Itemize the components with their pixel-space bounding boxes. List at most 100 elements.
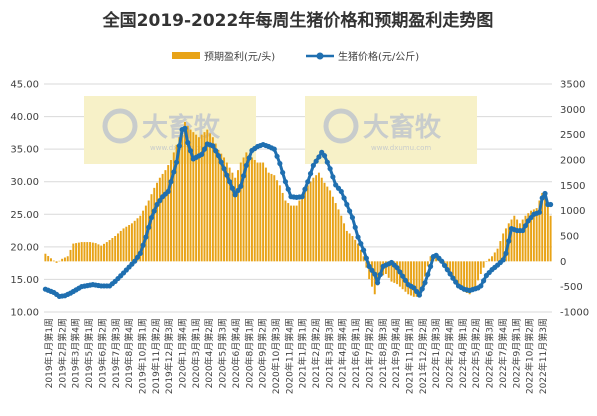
x-tick-label: 2019年10月第1周 — [137, 318, 149, 394]
price-point — [369, 267, 375, 273]
profit-bar — [329, 190, 332, 262]
price-point — [173, 159, 180, 165]
profit-bar — [116, 233, 119, 262]
profit-bar — [493, 252, 496, 262]
price-point — [374, 280, 381, 286]
price-point — [481, 278, 487, 284]
profit-bar — [387, 261, 390, 278]
price-point — [285, 186, 291, 192]
x-tick-label: 2022年9月第1周 — [510, 318, 522, 388]
profit-bar — [55, 261, 58, 263]
x-tick-label: 2020年11月第4周 — [283, 318, 295, 394]
profit-bar — [368, 261, 371, 280]
profit-bar — [301, 195, 304, 262]
price-point — [520, 227, 526, 234]
profit-bar — [239, 162, 242, 262]
y-right-tick-label: 0 — [560, 257, 566, 268]
profit-bar — [97, 244, 100, 262]
price-point — [444, 267, 450, 273]
price-point — [229, 185, 236, 191]
profit-bar — [287, 203, 290, 262]
profit-bar — [516, 219, 519, 262]
profit-bar — [111, 238, 114, 262]
profit-bar — [541, 192, 544, 262]
profit-bar — [242, 157, 245, 262]
price-point — [134, 254, 141, 260]
price-point — [246, 155, 252, 161]
profit-bar — [429, 256, 432, 262]
profit-bar — [415, 261, 418, 297]
watermark-logo-icon — [102, 108, 138, 144]
price-point — [215, 153, 222, 159]
profit-bar — [262, 162, 265, 262]
profit-bar — [189, 129, 192, 262]
profit-bar — [195, 134, 198, 262]
profit-bar — [499, 241, 502, 262]
price-point — [271, 146, 277, 152]
x-tick-label: 2021年1月第1周 — [297, 318, 309, 388]
profit-bar — [421, 261, 424, 287]
right-axis-ticks: -1000 -500 0 500 1000 1500 2000 2500 3000 3500 — [560, 80, 589, 319]
profit-bar — [94, 243, 97, 262]
price-point — [224, 172, 230, 178]
price-point — [146, 224, 152, 230]
profit-bar — [292, 205, 295, 262]
profit-bar — [161, 173, 164, 262]
profit-bar — [172, 152, 175, 262]
x-tick-label: 2021年4月第4周 — [337, 318, 349, 388]
profit-bar — [337, 209, 340, 262]
price-point — [500, 257, 506, 263]
price-point — [425, 271, 431, 278]
price-point — [450, 275, 456, 281]
profit-bar — [331, 196, 334, 262]
price-point — [282, 179, 289, 185]
price-point — [341, 195, 347, 201]
x-tick-label: 2022年11月第3周 — [537, 318, 549, 394]
y-left-tick-label: 25.00 — [10, 210, 39, 221]
y-right-tick-label: 2500 — [560, 130, 585, 141]
profit-bar — [217, 149, 220, 262]
profit-bar — [281, 192, 284, 262]
profit-bar — [181, 129, 184, 262]
profit-bar — [256, 162, 259, 262]
profit-bar — [485, 261, 488, 262]
legend-label-profit: 预期盈利(元/头) — [204, 51, 275, 63]
profit-bar — [410, 261, 413, 296]
profit-bar — [340, 215, 343, 262]
y-right-tick-label: 500 — [560, 232, 579, 243]
price-point — [414, 288, 420, 295]
profit-bar — [530, 210, 533, 262]
price-point — [441, 262, 448, 269]
profit-bar — [449, 261, 452, 274]
price-point — [182, 125, 188, 131]
y-right-tick-label: -1000 — [560, 308, 589, 319]
x-tick-label: 2022年1月第3周 — [430, 318, 442, 388]
profit-bar — [61, 258, 64, 262]
profit-bar — [544, 198, 546, 262]
price-point — [548, 201, 554, 208]
profit-bars — [44, 122, 552, 297]
profit-bar — [396, 261, 399, 285]
watermark-url-right: www.dxumu.com — [371, 144, 431, 152]
profit-bar — [309, 181, 312, 262]
profit-bar — [267, 172, 270, 262]
profit-bar — [379, 261, 382, 277]
y-right-tick-label: 1000 — [560, 206, 585, 217]
profit-bar — [468, 261, 471, 295]
profit-bar — [488, 258, 491, 262]
x-tick-label: 2021年3月第3周 — [323, 318, 335, 388]
profit-bar — [320, 177, 323, 262]
x-tick-label: 2021年7月第2周 — [363, 318, 375, 388]
price-point — [397, 269, 403, 275]
profit-bar — [203, 132, 206, 262]
price-point — [277, 160, 283, 167]
y-right-tick-label: 3500 — [560, 80, 585, 91]
x-tick-label: 2020年6月第4周 — [230, 318, 242, 388]
profit-bar — [63, 257, 66, 262]
profit-bar — [496, 248, 499, 262]
y-right-tick-label: 3000 — [560, 105, 585, 116]
profit-bar — [345, 230, 348, 262]
watermark-box-left — [84, 96, 256, 164]
price-point — [187, 148, 194, 154]
